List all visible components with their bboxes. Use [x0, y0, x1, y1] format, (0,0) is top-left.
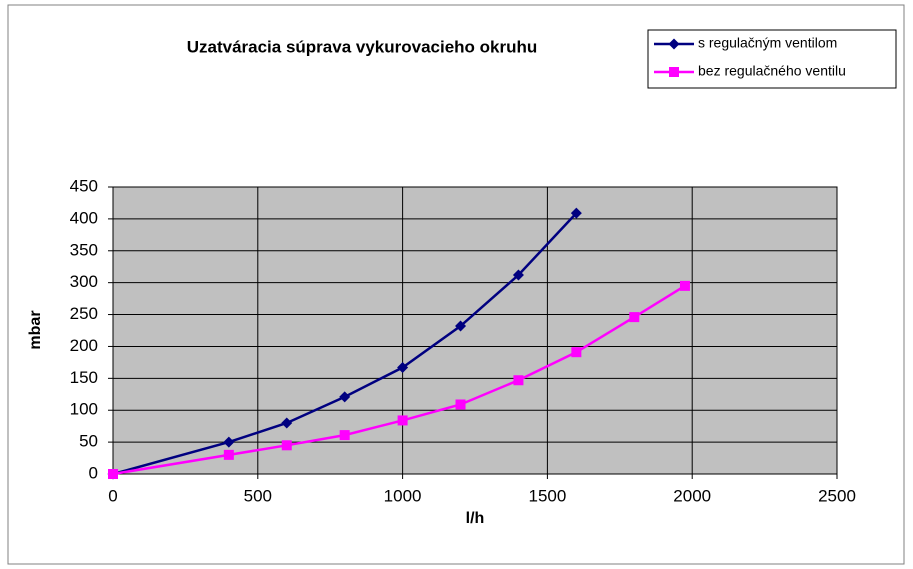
legend-label: bez regulačného ventilu — [698, 63, 846, 79]
marker — [513, 375, 524, 386]
marker — [668, 38, 680, 50]
y-tick-label: 0 — [89, 463, 98, 482]
marker — [223, 449, 234, 460]
marker — [281, 417, 293, 429]
marker — [455, 320, 467, 332]
marker — [397, 361, 409, 373]
series-line — [112, 284, 686, 476]
marker — [629, 312, 640, 323]
marker — [397, 415, 408, 426]
y-tick-label: 250 — [70, 304, 98, 323]
y-tick-label: 400 — [70, 208, 98, 227]
marker — [679, 280, 690, 291]
marker — [512, 269, 524, 281]
y-tick-label: 100 — [70, 400, 98, 419]
marker — [339, 430, 350, 441]
y-tick-label: 200 — [70, 336, 98, 355]
marker — [339, 391, 351, 403]
y-tick-label: 350 — [70, 240, 98, 259]
chart-title: Uzatváracia súprava vykurovacieho okruhu — [187, 37, 538, 56]
y-tick-label: 300 — [70, 272, 98, 291]
x-tick-label: 2000 — [673, 486, 711, 505]
legend-box — [647, 29, 897, 89]
y-tick-label: 450 — [70, 176, 98, 195]
legend: s regulačným ventilom bez regulačného ven… — [647, 29, 897, 89]
y-tick-label: 150 — [70, 368, 98, 387]
x-tick-label: 1000 — [384, 486, 422, 505]
marker — [570, 207, 582, 219]
y-tick-label: 50 — [79, 432, 98, 451]
marker — [455, 399, 466, 410]
marker — [281, 440, 292, 451]
x-tick-label: 2500 — [818, 486, 856, 505]
marker — [223, 436, 235, 448]
series-line — [112, 212, 578, 476]
x-tick-label: 1500 — [528, 486, 566, 505]
x-axis-label: l/h — [466, 510, 485, 527]
plot-border — [112, 186, 838, 475]
y-axis-label: mbar — [27, 310, 44, 349]
x-tick-label: 0 — [108, 486, 117, 505]
marker — [571, 347, 582, 358]
marker — [108, 469, 118, 479]
legend-label: s regulačným ventilom — [698, 35, 837, 51]
marker — [669, 67, 679, 77]
plot-area — [113, 187, 837, 474]
x-tick-label: 500 — [244, 486, 272, 505]
